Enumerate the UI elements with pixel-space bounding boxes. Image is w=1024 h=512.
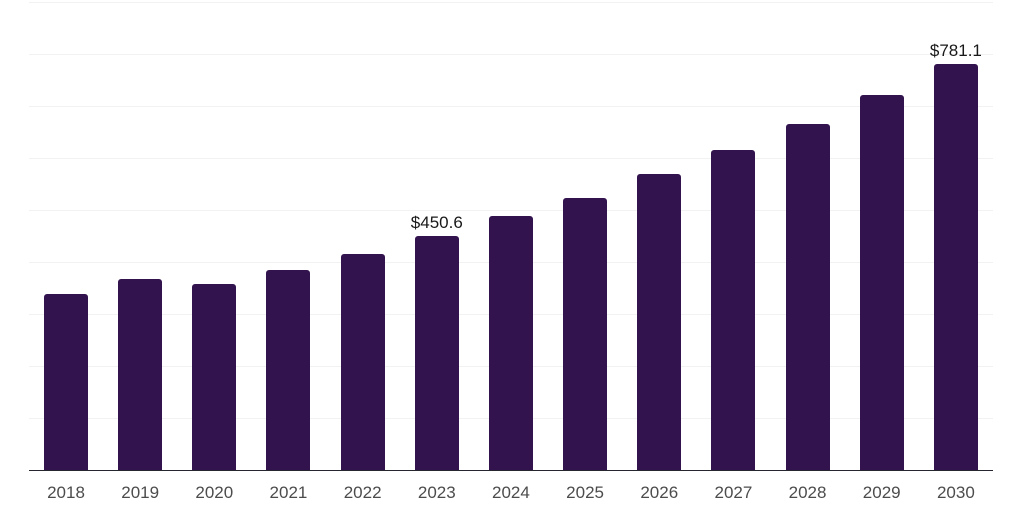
gridline	[29, 158, 993, 159]
bar-2028	[785, 124, 830, 470]
bar-slot-2025	[563, 2, 608, 470]
x-tick-label-2020: 2020	[195, 483, 234, 502]
gridline	[29, 210, 993, 211]
bar-2021	[266, 269, 311, 470]
x-tick-label-2026: 2026	[640, 483, 679, 502]
bar-slot-2020	[192, 2, 237, 470]
x-tick-label-2024: 2024	[492, 483, 530, 502]
bar-slot-2024	[488, 2, 533, 470]
bar-2022	[340, 253, 385, 470]
bar-slot-2021	[266, 2, 311, 470]
bar-2026	[637, 173, 682, 470]
bar-slot-2019	[118, 2, 163, 470]
bar-2025	[563, 197, 608, 470]
bar-2023	[414, 235, 459, 470]
bar-value-label-2030: $781.1	[929, 40, 982, 60]
bar-slot-2022	[340, 2, 385, 470]
x-tick-label-2019: 2019	[121, 483, 160, 502]
bar-slot-2030: $781.1	[930, 2, 982, 470]
bar-slot-2023: $450.6	[411, 2, 463, 470]
x-tick-label-2029: 2029	[862, 483, 901, 502]
bar-2029	[859, 95, 904, 470]
bar-slot-2026	[637, 2, 682, 470]
bar-slot-2029	[859, 2, 904, 470]
x-tick-label-2021: 2021	[269, 483, 308, 502]
bar-2020	[192, 283, 237, 470]
x-tick-label-2027: 2027	[714, 483, 753, 502]
x-tick-label-2022: 2022	[343, 483, 382, 502]
x-tick-label-2025: 2025	[566, 483, 604, 502]
bar-2018	[44, 293, 88, 470]
gridline	[29, 2, 993, 3]
gridline	[29, 54, 993, 55]
x-tick-label-2028: 2028	[788, 483, 827, 502]
x-tick-label-2023: 2023	[417, 483, 456, 502]
bar-slot-2018	[44, 2, 88, 470]
bar-value-label-2023: $450.6	[410, 212, 463, 232]
bars-container: $450.6 $781.1	[29, 2, 993, 470]
bar-2019	[118, 278, 163, 470]
bar-2024	[488, 216, 533, 470]
bar-slot-2028	[785, 2, 830, 470]
bar-2030	[933, 63, 978, 470]
gridline	[29, 106, 993, 107]
bar-slot-2027	[711, 2, 756, 470]
x-tick-label-2018: 2018	[47, 483, 85, 502]
x-axis-labels: 2018 2019 2020 2021 2022 2023 2024 2025 2026 2027…	[29, 483, 993, 505]
x-tick-label-2030: 2030	[936, 483, 975, 502]
plot-area: $450.6 $781.1	[29, 2, 993, 471]
bar-2027	[711, 150, 756, 470]
